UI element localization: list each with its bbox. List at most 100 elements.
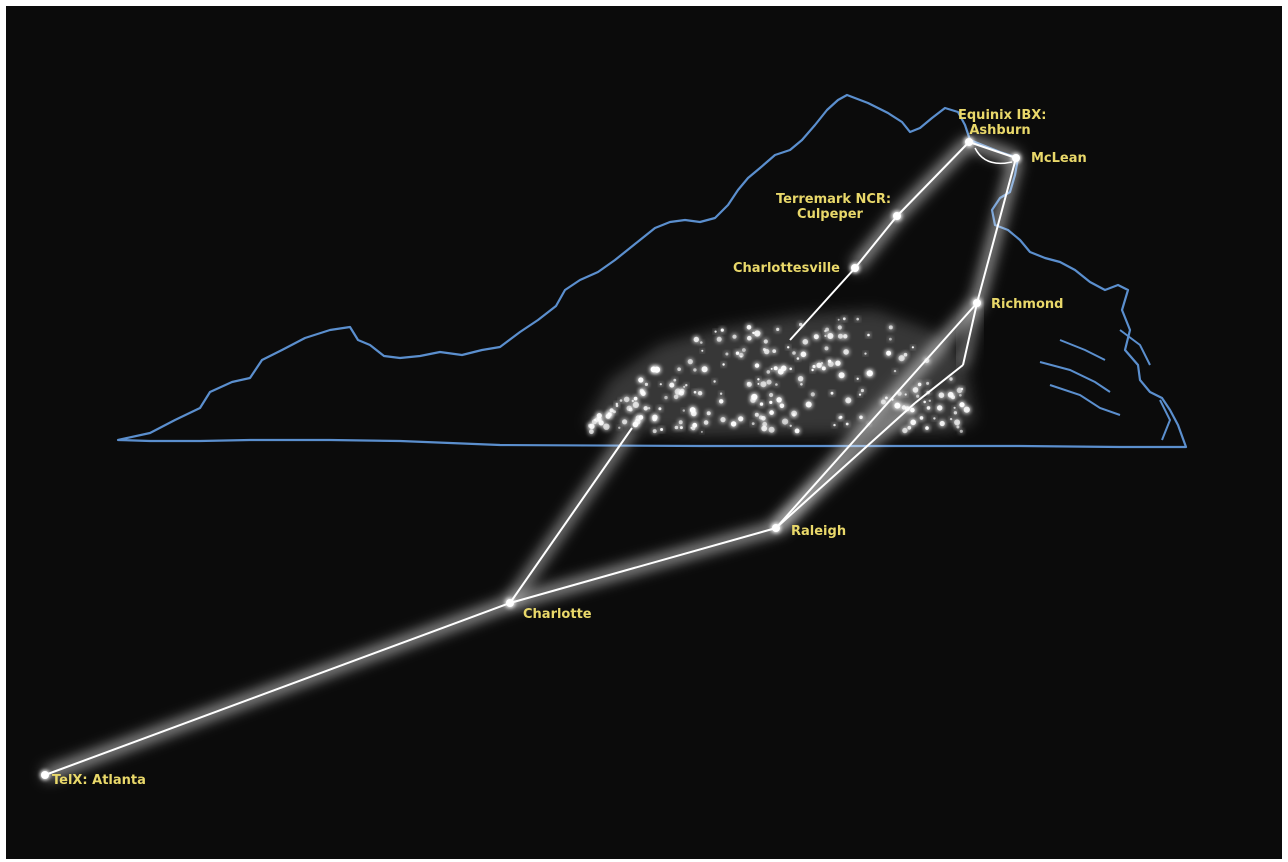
cluster-dot (760, 381, 767, 388)
cluster-dot (757, 378, 760, 381)
cluster-dot (763, 339, 768, 344)
label-charlotte-line-1: Charlotte (523, 607, 592, 622)
cluster-dot (691, 426, 696, 431)
cluster-dot (618, 426, 621, 429)
cluster-dot (949, 377, 953, 381)
cluster-dot (706, 411, 711, 416)
cluster-dot (813, 334, 819, 340)
route-cluster-charlotte-core (509, 427, 633, 604)
cluster-dot (589, 429, 594, 435)
cluster-dot (638, 377, 644, 383)
cluster-dot (842, 317, 846, 321)
cluster-dot (759, 402, 764, 406)
cluster-dot (697, 391, 703, 396)
cluster-dot (716, 336, 722, 342)
label-atlanta-line-1: TelX: Atlanta (52, 773, 146, 788)
cluster-dot (779, 403, 785, 409)
cluster-dot (691, 410, 697, 417)
cluster-dot (679, 426, 683, 430)
cluster-dot (959, 429, 963, 433)
cluster-dot (837, 325, 842, 330)
cluster-dot (886, 350, 892, 356)
cluster-dot (751, 422, 755, 425)
cluster-dot (607, 412, 612, 417)
cluster-dot (912, 387, 919, 393)
cluster-dot (843, 349, 849, 355)
cluster-dot (752, 331, 755, 335)
cluster-dot (597, 416, 602, 422)
route-richmond-cluster (959, 302, 981, 366)
cluster-dot (700, 341, 703, 344)
node-raleigh (772, 524, 780, 532)
cluster-dot (933, 417, 936, 420)
cluster-dot (757, 382, 760, 385)
cluster-dot (659, 383, 662, 386)
cluster-dot (623, 396, 630, 403)
label-ashburn-line-1: Equinix IBX: (958, 108, 1047, 123)
cluster-dot (766, 370, 771, 374)
cluster-dot (827, 361, 834, 367)
cluster-dot (632, 401, 640, 408)
cluster-dot (800, 351, 807, 358)
cluster-dot (660, 428, 664, 431)
cluster-dot (792, 351, 796, 355)
cluster-dot (766, 379, 772, 385)
cluster-dot (682, 409, 685, 412)
node-ashburn (965, 138, 973, 146)
cluster-dot (923, 400, 926, 404)
cluster-dot (888, 325, 893, 330)
label-atlanta: TelX: Atlanta (52, 773, 146, 788)
cluster-dot (693, 368, 697, 372)
cluster-dot (867, 333, 870, 337)
cluster-dot (919, 416, 924, 420)
cluster-dot (750, 397, 756, 403)
cluster-dot (732, 334, 737, 339)
cluster-dot (632, 421, 639, 428)
node-charlotte (506, 599, 514, 607)
cluster-dot (746, 382, 750, 385)
virginia-border (116, 93, 1188, 449)
route-ashburn-culpeper (896, 141, 970, 217)
cluster-dot (589, 423, 595, 429)
route-ashburn-mclean-loop (974, 147, 1013, 165)
cluster-dot (700, 430, 703, 433)
cluster-dot (683, 385, 686, 388)
node-charlottesville (851, 264, 859, 272)
cluster-dot (939, 420, 945, 427)
cluster-dot (789, 367, 792, 371)
cluster-dot (926, 406, 931, 410)
cluster-dot (612, 410, 616, 414)
cluster-dot (626, 405, 632, 411)
cluster-dot (860, 388, 865, 393)
cluster-dot (802, 339, 809, 345)
cluster-dot (953, 411, 958, 415)
cluster-dot (830, 391, 834, 395)
node-richmond (973, 299, 981, 307)
cluster-dot (858, 393, 862, 396)
cluster-dot (770, 367, 773, 370)
label-culpeper-line-2: Culpeper (797, 207, 863, 222)
cluster-dot (769, 410, 774, 415)
cluster-dot (789, 424, 792, 427)
cluster-dot (845, 397, 852, 404)
cluster-dot (754, 330, 761, 337)
cluster-dot (638, 415, 644, 420)
cluster-dot (693, 390, 697, 394)
cluster-dot (956, 387, 963, 394)
route-cluster-raleigh-core (775, 402, 916, 529)
cluster-dot (954, 419, 961, 426)
cluster-dot (821, 366, 826, 371)
cluster-dot (856, 317, 859, 321)
cluster-dot (673, 394, 679, 400)
cluster-dot (796, 357, 800, 360)
cluster-dot (615, 404, 619, 408)
cluster-dot (677, 367, 681, 372)
cluster-dot (820, 362, 824, 365)
cluster-dot (824, 334, 827, 337)
cluster-dot (864, 352, 867, 355)
cluster-dot (794, 428, 800, 434)
cluster-dot (725, 352, 729, 356)
cluster-dot (889, 337, 892, 341)
cluster-dot (643, 406, 648, 411)
